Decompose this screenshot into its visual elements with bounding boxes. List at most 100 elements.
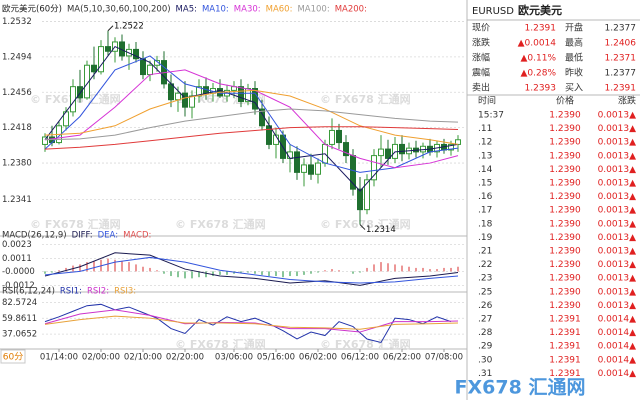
candle-body — [98, 46, 104, 73]
x-tick-label: 06/12:00 — [341, 353, 379, 363]
trade-cell: 1.2390 — [549, 274, 581, 284]
candle-body — [133, 48, 139, 60]
trade-cell: .22 — [478, 260, 492, 270]
candle-body — [399, 143, 405, 155]
trade-cell: .13 — [478, 151, 492, 161]
quote-label: 昨收 — [565, 67, 583, 79]
y-tick-label: 0.0023 — [2, 240, 32, 250]
trade-cell: 1.2391 — [549, 369, 581, 379]
quote-value: 1.2393 — [525, 84, 557, 94]
trade-cell: .15 — [478, 179, 492, 189]
trade-cell: .19 — [478, 233, 493, 243]
trade-cell: 1.2390 — [549, 301, 581, 311]
legend-entry: RSI2: — [87, 287, 109, 297]
candle-body — [364, 179, 370, 211]
ma-line — [44, 45, 459, 192]
trade-cell: 1.2390 — [549, 233, 581, 243]
trade-cell: 0.0013▲ — [598, 138, 636, 148]
x-tick-label: 02/10:00 — [124, 353, 162, 363]
x-tick-label: 02/00:00 — [82, 353, 120, 363]
panel-title: MACD(26,12,9) — [2, 231, 67, 241]
rsi-line — [44, 309, 459, 333]
candle-body — [371, 155, 377, 181]
logo: FX678 汇通网 — [455, 377, 586, 399]
y-tick-label: -0.0012 — [2, 281, 35, 291]
trade-cell: 1.2391 — [549, 342, 581, 352]
legend-entry: RSI3: — [114, 287, 136, 297]
x-tick-label: 02/20:00 — [166, 353, 204, 363]
trade-cell: .28 — [478, 328, 493, 338]
candle-body — [189, 95, 195, 108]
quote-value: ▲0.0014 — [518, 39, 557, 49]
trade-cell: .18 — [478, 219, 493, 229]
trade-cell: 0.0013▲ — [598, 287, 636, 297]
trade-cell: .12 — [478, 138, 492, 148]
legend-entry: MA60: — [266, 5, 293, 15]
macd-line — [44, 252, 459, 286]
candle-body — [168, 83, 174, 101]
legend-entry: MA100: — [297, 5, 329, 15]
trade-cell: .14 — [478, 165, 493, 175]
trade-cell: 0.0013▲ — [598, 165, 636, 175]
y-tick-label: 1.2418 — [2, 123, 32, 133]
trade-cell: 0.0013▲ — [598, 233, 636, 243]
ma-line — [44, 108, 459, 141]
y-tick-label: 1.2341 — [2, 195, 32, 205]
x-tick-label: 06/22:00 — [383, 353, 421, 363]
y-tick-label: 82.5724 — [2, 298, 37, 308]
trade-cell: 0.0013▲ — [598, 219, 636, 229]
candle-body — [329, 129, 335, 145]
legend-entry: MA200: — [335, 5, 367, 15]
x-tick-label: 05/16:00 — [257, 353, 295, 363]
panel-title: RSI(6,12,24) — [2, 287, 55, 297]
quote-label: 涨跌 — [472, 38, 490, 49]
trade-cell: 1.2390 — [549, 247, 581, 257]
period-button[interactable]: 60分 — [3, 352, 23, 363]
trade-cell: 1.2390 — [549, 206, 581, 216]
trade-cell: 1.2390 — [549, 151, 581, 161]
trade-cell: 1.2390 — [549, 138, 581, 148]
quote-value: 1.2391 — [605, 84, 637, 94]
trade-cell: 1.2390 — [549, 287, 581, 297]
trades-header: 价格 — [556, 95, 574, 107]
trade-cell: 0.0013▲ — [598, 206, 636, 216]
annotation-label: 1.2314 — [366, 225, 396, 235]
watermark: © FX678 汇通网 — [175, 218, 266, 231]
annotation-marker — [359, 224, 366, 230]
trade-cell: 0.0014▲ — [598, 342, 636, 352]
period-button-box[interactable] — [0, 349, 26, 364]
y-tick-label: 37.0652 — [2, 330, 37, 340]
candle-body — [252, 88, 258, 110]
quote-label: 现价 — [472, 23, 490, 34]
trade-cell: .11 — [478, 124, 492, 134]
trade-cell: 1.2391 — [549, 355, 581, 365]
x-tick-label: 06/02:00 — [299, 353, 337, 363]
trade-cell: 0.0014▲ — [598, 369, 636, 379]
candle-body — [336, 129, 342, 144]
watermark: © FX678 汇通网 — [175, 338, 266, 351]
candle-body — [105, 46, 111, 52]
trade-cell: .23 — [478, 274, 492, 284]
candle-body — [301, 164, 307, 173]
y-tick-label: 1.2456 — [2, 88, 32, 98]
ma-line — [44, 126, 459, 150]
quote-label: 买入 — [565, 83, 583, 94]
candle-body — [70, 86, 76, 113]
candle-body — [140, 58, 146, 76]
watermark: © FX678 汇通网 — [320, 338, 411, 351]
candle-body — [315, 162, 321, 175]
candle-body — [378, 148, 384, 157]
candle-body — [308, 164, 314, 175]
trade-cell: 1.2390 — [549, 165, 581, 175]
trade-cell: 0.0013▲ — [598, 179, 636, 189]
legend-entry: RSI1: — [60, 287, 82, 297]
candle-body — [147, 64, 153, 76]
trade-cell: 15:37 — [478, 111, 504, 121]
quote-label: 震幅 — [472, 67, 490, 79]
trade-cell: 1.2390 — [549, 260, 581, 270]
annotation-label: 1.2522 — [114, 21, 144, 31]
quote-label: 涨幅 — [472, 52, 490, 64]
